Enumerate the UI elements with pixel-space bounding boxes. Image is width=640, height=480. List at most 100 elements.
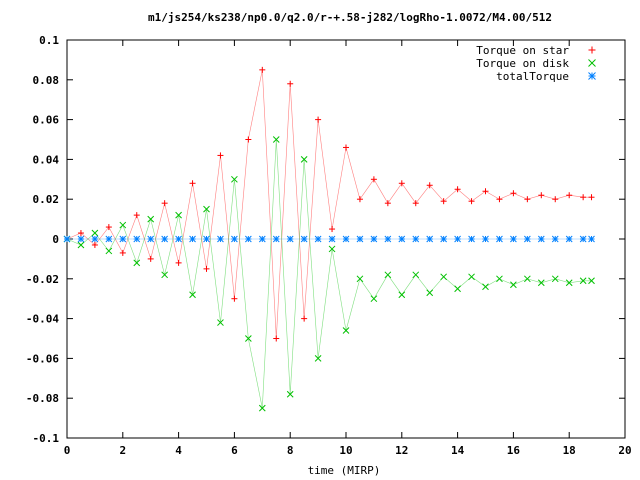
data-point bbox=[566, 192, 573, 199]
data-point bbox=[356, 275, 364, 283]
data-point bbox=[133, 259, 141, 267]
data-point bbox=[217, 235, 224, 243]
data-point bbox=[370, 235, 378, 243]
data-point bbox=[301, 315, 308, 322]
data-point bbox=[63, 235, 71, 243]
data-point bbox=[468, 198, 475, 205]
y-tick-label: -0.02 bbox=[26, 273, 59, 286]
data-point bbox=[538, 192, 545, 199]
data-point bbox=[468, 235, 475, 243]
legend-label: Torque on star bbox=[476, 44, 569, 57]
data-point bbox=[440, 273, 448, 281]
data-point bbox=[119, 235, 127, 243]
data-point bbox=[426, 182, 433, 189]
data-point bbox=[579, 235, 587, 243]
data-point bbox=[440, 198, 447, 205]
plot-area bbox=[63, 66, 595, 412]
legend-marker bbox=[588, 72, 596, 80]
data-point bbox=[384, 200, 391, 207]
data-point bbox=[91, 229, 99, 237]
data-point bbox=[314, 235, 322, 243]
data-point bbox=[273, 335, 280, 342]
data-point bbox=[329, 226, 336, 233]
data-point bbox=[231, 175, 238, 183]
data-point bbox=[175, 211, 182, 219]
data-point bbox=[245, 136, 252, 143]
data-point bbox=[272, 136, 280, 143]
data-point bbox=[147, 255, 154, 262]
data-point bbox=[119, 249, 126, 256]
data-point bbox=[565, 235, 573, 243]
series-trace bbox=[66, 139, 592, 409]
data-point bbox=[523, 275, 531, 283]
x-tick-label: 20 bbox=[618, 444, 631, 457]
data-point bbox=[244, 335, 252, 342]
data-point bbox=[454, 235, 461, 243]
data-point bbox=[552, 196, 559, 203]
data-point bbox=[258, 235, 266, 243]
data-point bbox=[398, 180, 405, 187]
x-tick-label: 12 bbox=[395, 444, 408, 457]
data-point bbox=[189, 180, 196, 187]
data-point bbox=[119, 221, 127, 229]
data-point bbox=[77, 230, 84, 237]
data-point bbox=[105, 247, 113, 255]
x-tick-label: 10 bbox=[339, 444, 352, 457]
legend-label: totalTorque bbox=[496, 70, 569, 83]
data-point bbox=[105, 235, 113, 243]
data-point bbox=[77, 235, 85, 243]
data-point bbox=[91, 235, 99, 243]
data-point bbox=[272, 235, 280, 243]
data-point bbox=[496, 235, 503, 243]
data-point bbox=[510, 281, 517, 289]
data-point bbox=[161, 200, 168, 207]
data-point bbox=[412, 235, 420, 243]
data-point bbox=[384, 235, 392, 243]
data-point bbox=[77, 241, 85, 249]
data-point bbox=[496, 275, 503, 283]
data-point bbox=[300, 156, 308, 163]
x-tick-label: 0 bbox=[64, 444, 71, 457]
data-point bbox=[356, 196, 363, 203]
data-point bbox=[454, 186, 461, 193]
x-tick-label: 2 bbox=[119, 444, 126, 457]
data-point bbox=[370, 176, 377, 183]
data-point bbox=[315, 116, 322, 123]
y-tick-label: 0.04 bbox=[33, 153, 60, 166]
data-point bbox=[189, 235, 196, 243]
data-point bbox=[203, 235, 210, 243]
data-point bbox=[189, 291, 196, 299]
x-tick-label: 6 bbox=[231, 444, 238, 457]
data-point bbox=[203, 265, 210, 272]
data-point bbox=[147, 215, 155, 223]
x-tick-label: 18 bbox=[563, 444, 576, 457]
data-point bbox=[482, 283, 489, 291]
data-point bbox=[426, 289, 434, 297]
data-point bbox=[510, 235, 517, 243]
data-point bbox=[412, 200, 419, 207]
data-point bbox=[231, 295, 238, 302]
data-point bbox=[398, 291, 406, 299]
data-point bbox=[398, 235, 406, 243]
data-point bbox=[588, 277, 595, 285]
data-point bbox=[579, 277, 587, 285]
y-tick-label: 0.1 bbox=[39, 34, 59, 47]
data-point bbox=[203, 205, 210, 213]
data-point bbox=[356, 235, 364, 243]
data-point bbox=[412, 271, 420, 279]
data-point bbox=[482, 188, 489, 195]
x-tick-label: 16 bbox=[507, 444, 521, 457]
y-axis: 0.1 0.08 0.06 0.04 0.02 0 -0.02 -0.04 -0.06 -0.08… bbox=[26, 34, 625, 445]
legend-label: Torque on disk bbox=[476, 57, 569, 70]
series-2 bbox=[63, 235, 595, 243]
data-point bbox=[537, 235, 545, 243]
data-point bbox=[300, 235, 308, 243]
x-axis-label: time (MIRP) bbox=[308, 464, 381, 477]
data-point bbox=[287, 80, 294, 87]
data-point bbox=[259, 66, 266, 73]
series-trace bbox=[66, 69, 592, 339]
data-point bbox=[91, 241, 98, 248]
data-point bbox=[565, 279, 573, 287]
